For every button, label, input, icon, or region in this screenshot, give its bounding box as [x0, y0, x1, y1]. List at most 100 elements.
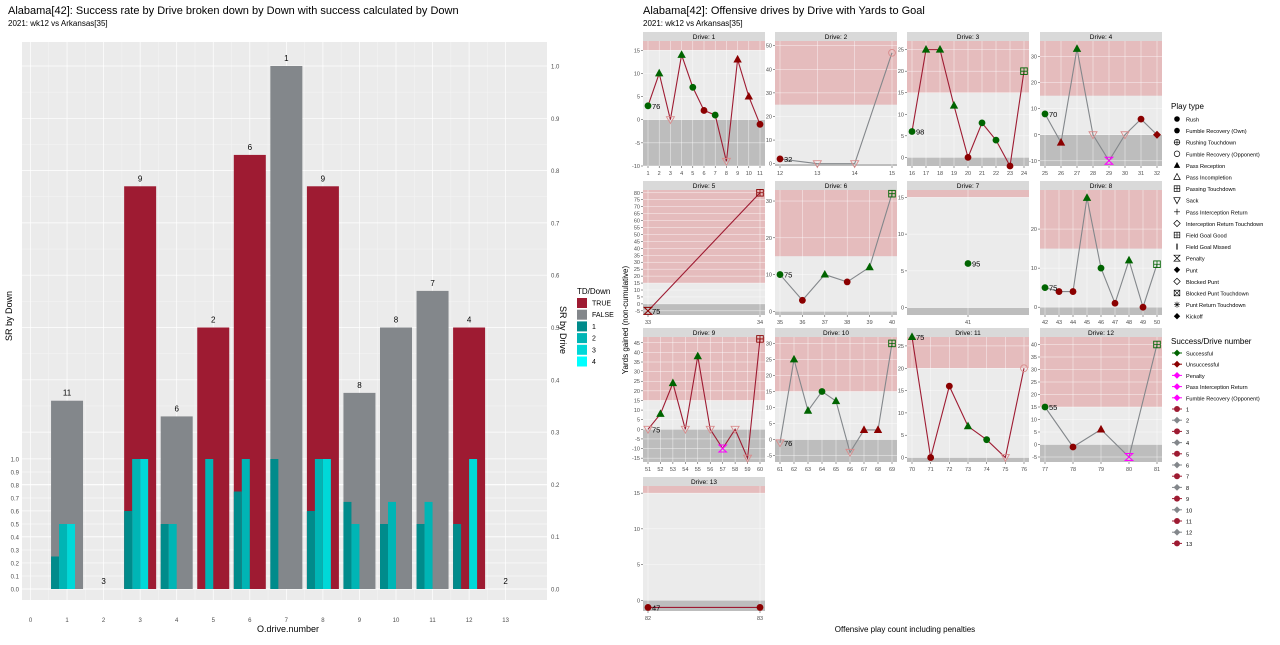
left-y-axis-label: SR by Down [4, 291, 14, 341]
facet-x-tick-label: 46 [1098, 320, 1104, 326]
success-legend-label: 4 [1186, 441, 1189, 447]
facet-y-tick-label: 0 [637, 118, 640, 124]
facet-y-tick-label: 45 [634, 341, 640, 347]
left-legend-label: FALSE [592, 312, 614, 319]
facet-panel: Drive: 3 0 5 10 15 20 25 16 17 18 19 20 21 22 23 24 98 [898, 32, 1029, 177]
facet-y-tick-label: 0 [901, 155, 904, 161]
facet-y-tick-label: 25 [766, 357, 772, 363]
x-tick-label: 12 [466, 618, 473, 624]
loss-zone-band [643, 303, 765, 315]
point-marker [1123, 453, 1135, 461]
playtype-key-icon [1173, 313, 1181, 320]
facet-strip-label: Drive: 5 [693, 183, 716, 190]
facet-x-tick-label: 27 [1074, 171, 1080, 177]
success-legend-label: 2 [1186, 419, 1189, 425]
point-marker [927, 454, 935, 461]
facet-x-tick-label: 29 [1106, 171, 1112, 177]
facet-x-tick-label: 48 [1126, 320, 1132, 326]
facet-panel: Drive: 10 -5 0 5 10 15 20 25 30 61 62 63 64 65 66 67 68 6… [766, 328, 897, 473]
facet-x-tick-label: 62 [791, 467, 797, 473]
facet-y-tick-label: 20 [766, 236, 772, 242]
facet-strip-label: Drive: 7 [957, 183, 980, 190]
facet-y-tick-label: -5 [1032, 455, 1037, 461]
facet-panel: Drive: 12 -5 0 5 10 15 20 25 30 35 40 77 78 79 80 81 55 [1031, 328, 1162, 473]
facet-x-tick-label: 20 [965, 171, 971, 177]
facet-panel: Drive: 13 0 5 10 15 82 83 47 [634, 477, 765, 622]
down-bar [59, 524, 68, 589]
facet-panel: Drive: 5-5051015202530354045505560657075… [634, 181, 765, 326]
success-legend-label: Pass Interception Return [1186, 385, 1248, 391]
drive-start-yards-label: 76 [652, 102, 660, 111]
drive-line [647, 338, 761, 461]
left-y-tick-label: 0.1 [11, 575, 20, 581]
facet-x-tick-label: 3 [669, 171, 672, 177]
point-marker [744, 91, 753, 100]
left-y-tick-label: 0.0 [11, 588, 20, 594]
playtype-key-icon-cross [1173, 289, 1181, 297]
drive-line [779, 193, 893, 302]
facet-y-tick-label: 35 [634, 253, 640, 259]
facet-x-tick-label: 77 [1042, 467, 1048, 473]
facet-y-tick-label: 0 [901, 306, 904, 312]
left-legend-key [577, 321, 587, 332]
success-legend-label: 9 [1186, 497, 1189, 503]
playtype-key-icon [1173, 266, 1181, 273]
facet-plot-bg [643, 486, 765, 611]
playtype-key-icon-cross [1174, 185, 1180, 192]
facet-x-tick-label: 18 [937, 171, 943, 177]
success-legend-label: 12 [1186, 531, 1192, 537]
facet-y-tick-label: 20 [634, 389, 640, 395]
point-marker-cross [888, 190, 896, 197]
playtype-legend-label: Pass Incompletion [1186, 176, 1232, 182]
left-y-tick-label: 0.9 [11, 471, 20, 477]
x-tick-label: 13 [502, 618, 509, 624]
facet-y-tick-label: 20 [1031, 393, 1037, 399]
left-legend-label: 1 [592, 324, 596, 331]
facet-x-tick-label: 32 [1154, 171, 1160, 177]
drive-start-yards-label: 70 [1049, 110, 1057, 119]
point-marker [643, 425, 653, 434]
facet-y-tick-label: -10 [632, 447, 640, 453]
red-zone-band [1040, 41, 1162, 96]
facet-x-tick-label: 79 [1098, 467, 1104, 473]
drive-start-yards-label: 32 [784, 155, 792, 164]
success-legend-label: 1 [1186, 408, 1189, 414]
facet-y-tick-label: 15 [898, 195, 904, 201]
point-marker [1088, 131, 1098, 140]
facet-y-tick-label: 10 [634, 408, 640, 414]
right-x-axis-label: Offensive play count including penalties [835, 625, 975, 634]
facet-strip [907, 328, 1029, 337]
facet-x-tick-label: 30 [1122, 171, 1128, 177]
point-marker [1096, 424, 1106, 433]
left-y2-axis-label: SR by Drive [558, 306, 568, 354]
point-marker [711, 111, 719, 119]
point-marker [803, 406, 813, 414]
facet-strip [643, 32, 765, 41]
point-marker [1069, 288, 1077, 295]
playtype-legend-label: Field Goal Good [1186, 234, 1227, 240]
success-legend-key [1173, 372, 1181, 379]
left-legend-label: 3 [592, 347, 596, 354]
facet-y-tick-label: 0 [637, 302, 640, 308]
facet-y-tick-label: 20 [634, 274, 640, 280]
down-bar [270, 459, 279, 589]
left-y-tick-label: 0.5 [11, 523, 20, 529]
facet-x-tick-label: 78 [1070, 467, 1076, 473]
point-marker [849, 160, 860, 169]
right-y-tick-label: 0.9 [551, 117, 560, 123]
right-y-tick-label: 0.0 [551, 588, 560, 594]
playtype-key-icon [1173, 161, 1181, 168]
facet-x-tick-label: 19 [951, 171, 957, 177]
play-type-legend-title: Play type [1171, 102, 1204, 111]
facet-x-tick-label: 71 [928, 467, 934, 473]
x-tick-label: 11 [429, 618, 436, 624]
facet-x-tick-label: 16 [909, 171, 915, 177]
facet-y-tick-label: 10 [898, 411, 904, 417]
facet-x-tick-label: 75 [1002, 467, 1008, 473]
drive-bar-count-label: 6 [248, 143, 253, 152]
loss-zone-band [1040, 134, 1162, 166]
facet-x-tick-label: 24 [1021, 171, 1027, 177]
x-tick-label: 4 [175, 618, 179, 624]
facet-x-tick-label: 66 [847, 467, 853, 473]
